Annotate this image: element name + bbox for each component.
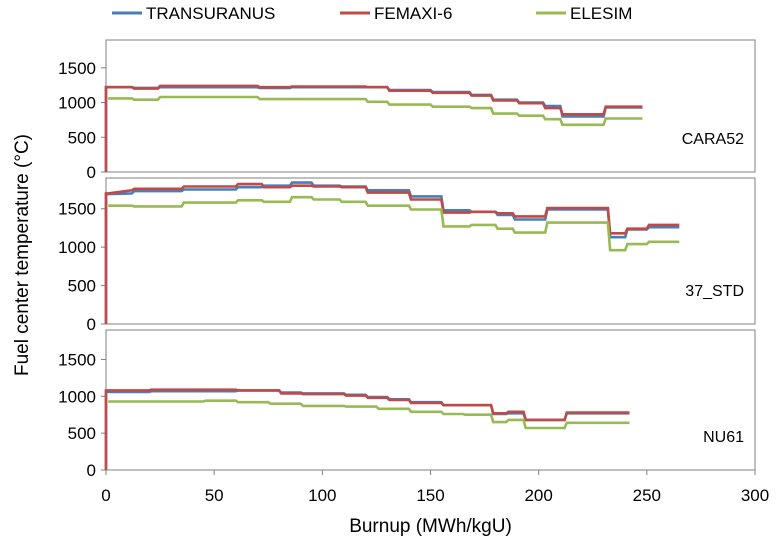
- y-tick-label: 500: [68, 277, 96, 296]
- y-tick-label: 0: [87, 461, 96, 480]
- y-tick-label: 1000: [58, 238, 96, 257]
- x-tick-label: 150: [416, 486, 444, 505]
- panel-37-std: 0 500 1000 1500 37_STD: [58, 177, 756, 334]
- x-axis: 0 50 100 150 200 250 300: [101, 470, 769, 505]
- legend: TRANSURANUS FEMAXI-6 ELESIM: [112, 4, 632, 23]
- series-line-elesim-37-std: [108, 195, 680, 252]
- y-tick-label: 0: [87, 163, 96, 182]
- y-tick-label: 1500: [58, 350, 96, 369]
- panel-frame: [105, 329, 756, 471]
- x-axis-title: Burnup (MWh/kgU): [349, 516, 512, 537]
- panel-cara52: 0 500 1000 1500 CARA52: [58, 39, 756, 182]
- x-tick-label: 100: [308, 486, 336, 505]
- series-line-femaxi-6-cara52: [104, 84, 643, 172]
- legend-label-femaxi-6: FEMAXI-6: [374, 4, 452, 23]
- x-tick-label: 300: [741, 486, 769, 505]
- y-tick-label: 1000: [58, 387, 96, 406]
- panel-label-nu61: NU61: [703, 429, 744, 446]
- series-line-elesim-nu61: [108, 399, 630, 430]
- x-tick-label: 50: [205, 486, 224, 505]
- y-axis-title: Fuel center temperature (°C): [12, 134, 33, 376]
- x-tick-label: 0: [101, 486, 110, 505]
- y-tick-label: 0: [87, 315, 96, 334]
- x-tick-label: 250: [633, 486, 661, 505]
- y-tick-label: 1500: [58, 59, 96, 78]
- x-tick-label: 200: [524, 486, 552, 505]
- chart-panels: 0 500 1000 1500 CARA52 0 500 1000 1500 37_STD 0 500…: [58, 39, 756, 480]
- panel-nu61: 0 500 1000 1500 NU61: [58, 329, 756, 480]
- series-line-transuranus-37-std: [104, 181, 680, 324]
- y-tick-label: 1000: [58, 94, 96, 113]
- series-line-femaxi-6-nu61: [104, 388, 630, 470]
- series-line-elesim-cara52: [108, 95, 643, 127]
- series-line-femaxi-6-37-std: [104, 182, 680, 324]
- y-tick-label: 500: [68, 128, 96, 147]
- y-tick-label: 1500: [58, 200, 96, 219]
- panel-label-37-std: 37_STD: [685, 283, 744, 300]
- panel-label-cara52: CARA52: [682, 131, 744, 148]
- y-tick-label: 500: [68, 424, 96, 443]
- legend-label-elesim: ELESIM: [570, 4, 632, 23]
- legend-label-transuranus: TRANSURANUS: [146, 4, 275, 23]
